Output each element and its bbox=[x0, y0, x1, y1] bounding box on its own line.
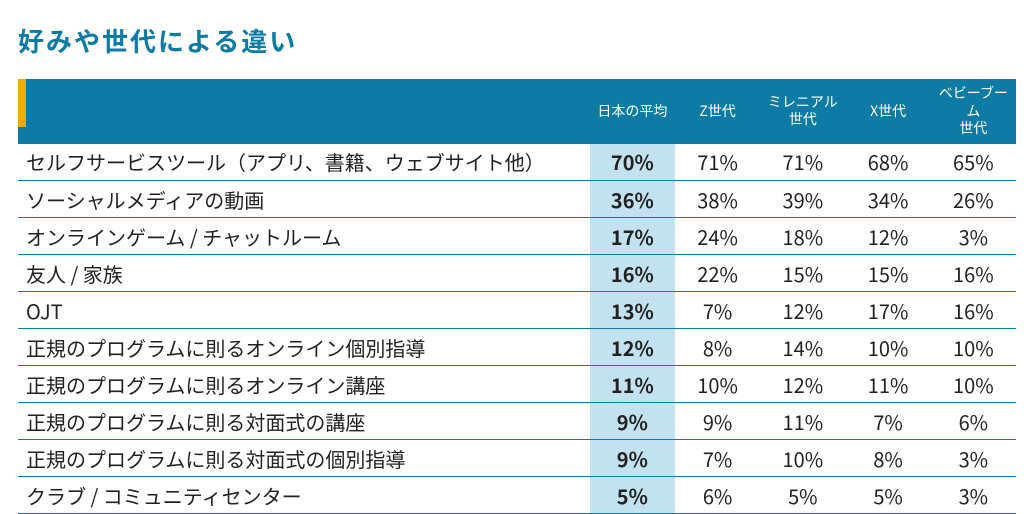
table-container: 日本の平均 Z世代 ミレニアル 世代 X世代 ベビーブーム 世代 セルフサービス… bbox=[18, 79, 1006, 514]
col-header-2: ミレニアル 世代 bbox=[760, 79, 845, 144]
cell: 3% bbox=[931, 440, 1016, 477]
cell: 11% bbox=[760, 403, 845, 440]
table-row: OJT13%7%12%17%16% bbox=[18, 292, 1016, 329]
cell: 5% bbox=[845, 477, 930, 514]
cell: 6% bbox=[931, 403, 1016, 440]
generation-table: 日本の平均 Z世代 ミレニアル 世代 X世代 ベビーブーム 世代 セルフサービス… bbox=[18, 79, 1016, 514]
cell: 11% bbox=[845, 366, 930, 403]
cell: 15% bbox=[760, 255, 845, 292]
cell: 5% bbox=[760, 477, 845, 514]
cell: 7% bbox=[845, 403, 930, 440]
table-row: 正規のプログラムに則る対面式の個別指導9%7%10%8%3% bbox=[18, 440, 1016, 477]
page-title: 好みや世代による違い bbox=[18, 22, 1006, 59]
table-row: 正規のプログラムに則る対面式の講座9%9%11%7%6% bbox=[18, 403, 1016, 440]
table-row: 友人 / 家族16%22%15%15%16% bbox=[18, 255, 1016, 292]
row-label: 正規のプログラムに則る対面式の講座 bbox=[18, 403, 590, 440]
cell: 10% bbox=[675, 366, 760, 403]
cell: 12% bbox=[845, 218, 930, 255]
cell: 68% bbox=[845, 144, 930, 181]
cell: 16% bbox=[931, 292, 1016, 329]
table-row: ソーシャルメディアの動画36%38%39%34%26% bbox=[18, 181, 1016, 218]
col-header-1: Z世代 bbox=[675, 79, 760, 144]
cell: 6% bbox=[675, 477, 760, 514]
cell: 16% bbox=[590, 255, 675, 292]
row-label: 友人 / 家族 bbox=[18, 255, 590, 292]
cell: 13% bbox=[590, 292, 675, 329]
cell: 3% bbox=[931, 477, 1016, 514]
cell: 12% bbox=[760, 292, 845, 329]
cell: 7% bbox=[675, 440, 760, 477]
table-header: 日本の平均 Z世代 ミレニアル 世代 X世代 ベビーブーム 世代 bbox=[18, 79, 1016, 144]
accent-bar bbox=[18, 79, 26, 127]
cell: 71% bbox=[760, 144, 845, 181]
cell: 8% bbox=[675, 329, 760, 366]
col-header-0: 日本の平均 bbox=[590, 79, 675, 144]
cell: 15% bbox=[845, 255, 930, 292]
cell: 26% bbox=[931, 181, 1016, 218]
row-label: オンラインゲーム / チャットルーム bbox=[18, 218, 590, 255]
cell: 8% bbox=[845, 440, 930, 477]
cell: 36% bbox=[590, 181, 675, 218]
row-label: 正規のプログラムに則るオンライン講座 bbox=[18, 366, 590, 403]
cell: 14% bbox=[760, 329, 845, 366]
cell: 24% bbox=[675, 218, 760, 255]
row-label: セルフサービスツール（アプリ、書籍、ウェブサイト他） bbox=[18, 144, 590, 181]
cell: 16% bbox=[931, 255, 1016, 292]
col-header-empty bbox=[18, 79, 590, 144]
cell: 9% bbox=[675, 403, 760, 440]
col-header-4: ベビーブーム 世代 bbox=[931, 79, 1016, 144]
cell: 10% bbox=[931, 329, 1016, 366]
cell: 38% bbox=[675, 181, 760, 218]
cell: 17% bbox=[590, 218, 675, 255]
cell: 9% bbox=[590, 403, 675, 440]
cell: 9% bbox=[590, 440, 675, 477]
table-row: 正規のプログラムに則るオンライン講座11%10%12%11%10% bbox=[18, 366, 1016, 403]
table-row: セルフサービスツール（アプリ、書籍、ウェブサイト他）70%71%71%68%65… bbox=[18, 144, 1016, 181]
col-header-3: X世代 bbox=[845, 79, 930, 144]
table-row: オンラインゲーム / チャットルーム17%24%18%12%3% bbox=[18, 218, 1016, 255]
row-label: ソーシャルメディアの動画 bbox=[18, 181, 590, 218]
cell: 7% bbox=[675, 292, 760, 329]
cell: 12% bbox=[760, 366, 845, 403]
cell: 11% bbox=[590, 366, 675, 403]
row-label: 正規のプログラムに則るオンライン個別指導 bbox=[18, 329, 590, 366]
table-row: クラブ / コミュニティセンター5%6%5%5%3% bbox=[18, 477, 1016, 514]
cell: 65% bbox=[931, 144, 1016, 181]
table-body: セルフサービスツール（アプリ、書籍、ウェブサイト他）70%71%71%68%65… bbox=[18, 144, 1016, 514]
cell: 17% bbox=[845, 292, 930, 329]
row-label: 正規のプログラムに則る対面式の個別指導 bbox=[18, 440, 590, 477]
cell: 10% bbox=[845, 329, 930, 366]
cell: 3% bbox=[931, 218, 1016, 255]
cell: 22% bbox=[675, 255, 760, 292]
cell: 18% bbox=[760, 218, 845, 255]
row-label: クラブ / コミュニティセンター bbox=[18, 477, 590, 514]
cell: 39% bbox=[760, 181, 845, 218]
cell: 5% bbox=[590, 477, 675, 514]
row-label: OJT bbox=[18, 292, 590, 329]
cell: 34% bbox=[845, 181, 930, 218]
cell: 10% bbox=[760, 440, 845, 477]
cell: 12% bbox=[590, 329, 675, 366]
cell: 10% bbox=[931, 366, 1016, 403]
cell: 70% bbox=[590, 144, 675, 181]
cell: 71% bbox=[675, 144, 760, 181]
table-row: 正規のプログラムに則るオンライン個別指導12%8%14%10%10% bbox=[18, 329, 1016, 366]
